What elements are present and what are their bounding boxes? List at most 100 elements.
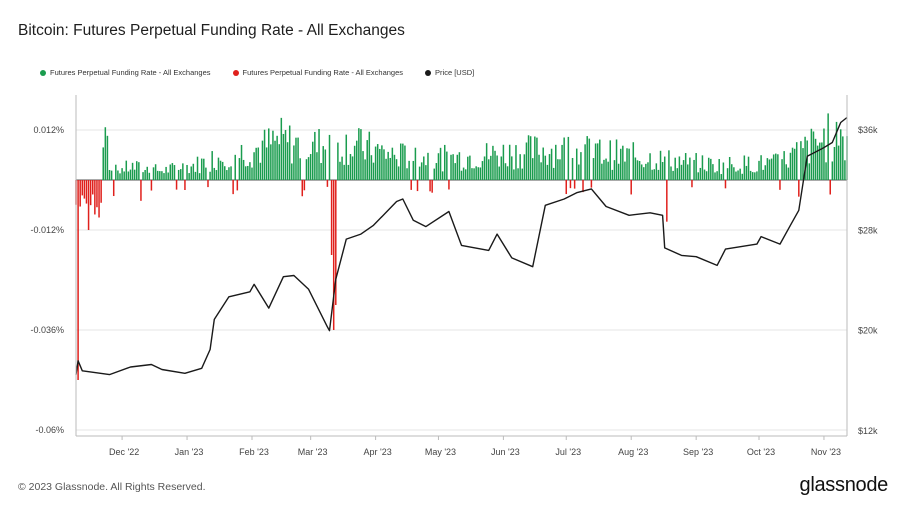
funding-bar-positive xyxy=(404,145,406,180)
funding-bar-positive xyxy=(138,162,140,180)
funding-bar-positive xyxy=(131,162,134,180)
funding-bar-positive xyxy=(368,131,371,180)
funding-bar-positive xyxy=(747,156,750,180)
funding-bar-positive xyxy=(804,136,806,180)
chart-title: Bitcoin: Futures Perpetual Funding Rate … xyxy=(18,22,405,39)
legend-item-price[interactable]: Price [USD] xyxy=(425,68,474,77)
legend-dot-red xyxy=(232,69,239,76)
funding-bar-positive xyxy=(557,159,559,180)
funding-bar-positive xyxy=(450,154,452,180)
funding-bar-positive xyxy=(588,138,591,180)
funding-bar-positive xyxy=(437,153,440,180)
funding-bar-negative xyxy=(83,180,86,199)
funding-bar-positive xyxy=(169,164,172,180)
funding-bar-positive xyxy=(349,153,352,180)
funding-bar-positive xyxy=(192,163,195,180)
funding-bar-positive xyxy=(217,157,220,180)
funding-bar-positive xyxy=(129,169,132,180)
funding-bar-positive xyxy=(464,169,467,180)
funding-bar-positive xyxy=(295,137,297,180)
funding-bar-negative xyxy=(565,180,568,195)
legend-item-funding-positive[interactable]: Futures Perpetual Funding Rate - All Exc… xyxy=(40,68,211,77)
funding-bar-positive xyxy=(599,139,601,180)
funding-bar-negative xyxy=(416,180,419,192)
funding-bar-positive xyxy=(282,133,285,180)
funding-bar-positive xyxy=(230,166,232,180)
funding-bar-positive xyxy=(412,160,415,180)
funding-bar-positive xyxy=(339,161,341,180)
funding-bar-positive xyxy=(678,156,681,180)
legend-dot-black xyxy=(425,69,432,76)
funding-bar-positive xyxy=(689,157,691,180)
legend-item-funding-negative[interactable]: Futures Perpetual Funding Rate - All Exc… xyxy=(232,68,403,77)
funding-bar-negative xyxy=(666,180,668,222)
funding-bar-positive xyxy=(720,174,723,180)
right-tick-label: $12k xyxy=(858,426,878,436)
x-tick-label: Mar '23 xyxy=(298,447,328,457)
funding-bar-positive xyxy=(793,148,796,180)
funding-bar-positive xyxy=(519,154,521,180)
funding-bar-positive xyxy=(739,168,741,180)
funding-bar-positive xyxy=(716,171,718,180)
right-tick-label: $20k xyxy=(858,326,878,336)
funding-bar-positive xyxy=(477,167,480,180)
funding-bar-positive xyxy=(211,151,213,180)
funding-bar-positive xyxy=(649,153,651,180)
funding-bar-positive xyxy=(770,158,773,180)
funding-bar-positive xyxy=(655,163,658,180)
funding-bar-positive xyxy=(320,163,322,180)
funding-bar-positive xyxy=(108,170,111,180)
funding-bar-positive xyxy=(127,171,130,180)
funding-bar-positive xyxy=(492,145,494,180)
funding-bar-positive xyxy=(789,152,792,180)
funding-bar-positive xyxy=(695,153,697,180)
funding-bar-positive xyxy=(584,144,586,180)
funding-bar-positive xyxy=(194,171,197,180)
funding-bar-positive xyxy=(314,131,316,180)
funding-bar-positive xyxy=(640,164,643,180)
funding-bar-positive xyxy=(119,173,121,180)
funding-bar-positive xyxy=(475,166,477,180)
funding-bar-positive xyxy=(699,167,702,180)
funding-bar-negative xyxy=(207,180,209,188)
funding-bar-positive xyxy=(221,161,224,180)
funding-bar-positive xyxy=(735,171,737,180)
funding-bar-positive xyxy=(102,147,104,180)
funding-bar-positive xyxy=(775,153,777,180)
funding-bar-positive xyxy=(341,156,343,180)
funding-bar-positive xyxy=(842,136,844,180)
funding-bar-positive xyxy=(821,142,823,180)
funding-bar-positive xyxy=(257,147,260,180)
funding-bar-positive xyxy=(370,155,373,180)
funding-bar-negative xyxy=(96,180,98,208)
funding-bar-negative xyxy=(236,180,239,191)
funding-bar-positive xyxy=(833,146,836,180)
x-tick-label: Dec '22 xyxy=(109,447,139,457)
funding-bar-positive xyxy=(529,136,532,180)
funding-bar-positive xyxy=(728,156,731,180)
funding-bar-positive xyxy=(209,171,211,180)
funding-bar-positive xyxy=(328,134,331,180)
funding-bar-negative xyxy=(326,180,329,187)
funding-bar-positive xyxy=(559,159,561,180)
funding-bar-positive xyxy=(154,164,157,180)
funding-bar-positive xyxy=(812,131,815,180)
funding-bar-positive xyxy=(536,137,538,180)
x-tick-label: Jul '23 xyxy=(555,447,581,457)
funding-bar-positive xyxy=(762,169,764,180)
funding-bar-positive xyxy=(228,167,230,180)
funding-bar-negative xyxy=(798,180,800,197)
funding-bar-positive xyxy=(521,168,524,180)
funding-bar-negative xyxy=(303,180,306,191)
funding-bar-positive xyxy=(393,154,396,180)
funding-bar-positive xyxy=(196,156,199,180)
funding-bar-positive xyxy=(402,143,404,180)
funding-bar-positive xyxy=(777,154,779,180)
funding-bar-positive xyxy=(580,152,582,180)
x-tick-label: Jan '23 xyxy=(175,447,204,457)
funding-bar-positive xyxy=(575,148,578,180)
funding-bar-positive xyxy=(414,147,417,180)
funding-bar-positive xyxy=(490,155,492,180)
funding-bar-positive xyxy=(406,168,408,180)
